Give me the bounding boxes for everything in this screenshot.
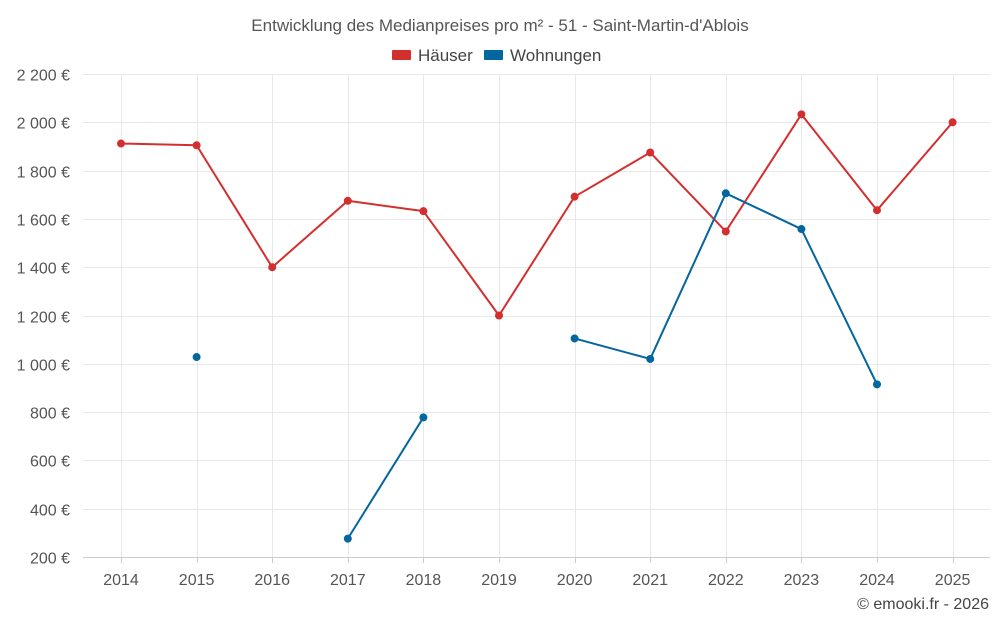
series-points [117, 110, 957, 543]
data-point-haeuser-2016[interactable] [268, 263, 277, 272]
legend-swatch-wohnungen[interactable] [484, 50, 503, 60]
x-axis-labels: 2014 2015 2016 2017 2018 2019 2020 2021 2022 2023… [103, 572, 970, 589]
y-tick-label: 1 000 € [17, 358, 70, 375]
x-tick-label: 2017 [330, 572, 366, 589]
x-tick-label: 2015 [179, 572, 215, 589]
y-tick-label: 1 600 € [17, 213, 70, 230]
data-point-wohnungen-2017[interactable] [343, 534, 352, 543]
data-point-wohnungen-2021[interactable] [646, 354, 655, 363]
x-gridlines [121, 74, 954, 563]
y-tick-label: 600 € [30, 454, 70, 471]
y-tick-label: 2 200 € [17, 68, 70, 85]
legend-swatch-haeuser[interactable] [392, 50, 411, 60]
legend-label-wohnungen[interactable]: Wohnungen [510, 46, 601, 65]
x-tick-label: 2014 [103, 572, 139, 589]
data-point-haeuser-2020[interactable] [570, 192, 579, 201]
data-point-wohnungen-2024[interactable] [873, 380, 881, 389]
data-point-haeuser-2018[interactable] [419, 207, 428, 216]
series-line-wohnungen [346, 416, 425, 540]
series-line-haeuser [120, 113, 954, 317]
chart-title: Entwicklung des Medianpreises pro m² - 5… [251, 16, 748, 35]
x-tick-label: 2022 [708, 572, 744, 589]
x-tick-label: 2018 [406, 572, 442, 589]
y-tick-label: 2 000 € [17, 116, 70, 133]
x-tick-label: 2024 [859, 572, 895, 589]
data-point-wohnungen-2023[interactable] [797, 225, 806, 234]
data-point-wohnungen-2020[interactable] [570, 334, 579, 343]
x-tick-label: 2021 [632, 572, 668, 589]
y-tick-label: 1 800 € [17, 165, 70, 182]
x-tick-label: 2025 [935, 572, 971, 589]
y-tick-label: 400 € [30, 503, 70, 520]
data-point-wohnungen-2015[interactable] [192, 353, 201, 362]
y-axis-labels: 200 € 400 € 600 € 800 € 1 000 € 1 200 € 1 400 … [17, 68, 70, 568]
x-tick-label: 2020 [557, 572, 593, 589]
data-point-haeuser-2022[interactable] [721, 227, 730, 236]
data-point-wohnungen-2022[interactable] [721, 189, 730, 198]
legend: Häuser Wohnungen [392, 46, 601, 65]
data-point-haeuser-2021[interactable] [646, 148, 655, 157]
series-lines [120, 113, 954, 540]
y-tick-label: 200 € [30, 551, 70, 568]
x-tick-label: 2023 [784, 572, 820, 589]
series-line-wohnungen [574, 192, 878, 385]
x-tick-label: 2016 [254, 572, 290, 589]
data-point-haeuser-2025[interactable] [948, 118, 957, 127]
y-gridlines [83, 74, 990, 510]
data-point-haeuser-2017[interactable] [343, 196, 352, 205]
y-tick-label: 1 400 € [17, 261, 70, 278]
credit-text: © emooki.fr - 2026 [857, 596, 989, 613]
data-point-haeuser-2023[interactable] [797, 110, 806, 119]
data-point-haeuser-2019[interactable] [495, 311, 503, 320]
data-point-wohnungen-2018[interactable] [419, 413, 428, 422]
y-tick-label: 800 € [30, 406, 70, 423]
data-point-haeuser-2015[interactable] [192, 141, 201, 150]
legend-label-haeuser[interactable]: Häuser [418, 46, 473, 65]
data-point-haeuser-2024[interactable] [873, 206, 881, 215]
data-point-haeuser-2014[interactable] [117, 139, 125, 148]
y-tick-label: 1 200 € [17, 310, 70, 327]
x-tick-label: 2019 [481, 572, 517, 589]
